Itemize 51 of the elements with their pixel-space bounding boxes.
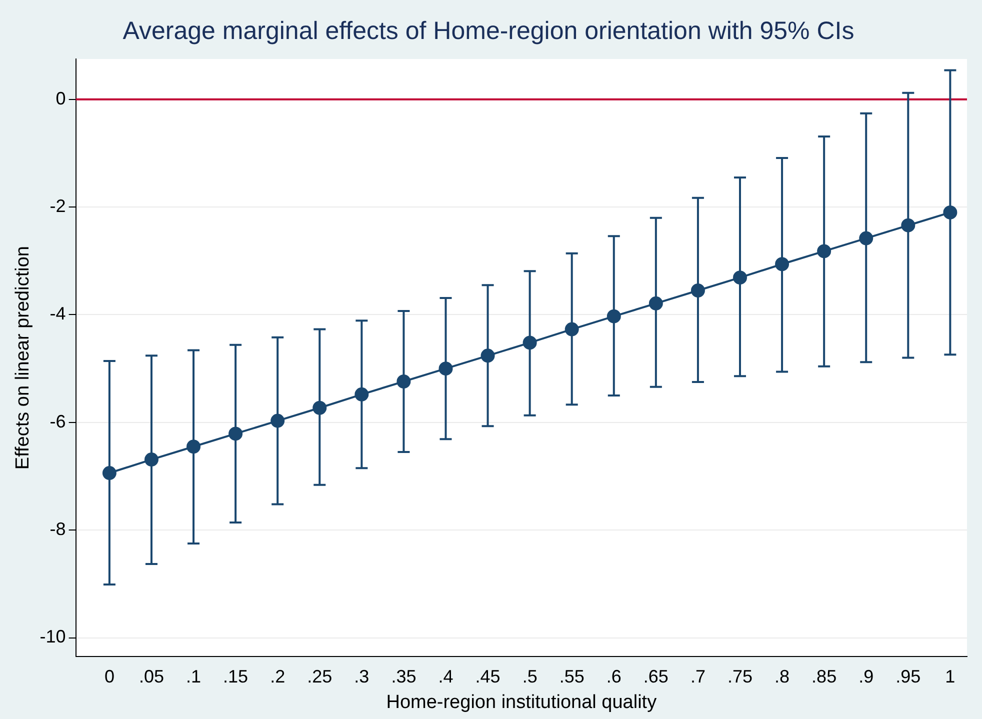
y-tick-label: 0	[56, 88, 66, 108]
x-tick-label: .15	[223, 666, 248, 686]
x-tick-label: .85	[812, 666, 837, 686]
x-tick-label: .3	[354, 666, 370, 686]
point	[901, 218, 916, 232]
x-tick-label: .9	[858, 666, 874, 686]
x-tick-label: .2	[270, 666, 286, 686]
x-tick-label: .55	[559, 666, 584, 686]
x-tick-label: .6	[606, 666, 622, 686]
point	[606, 309, 621, 324]
x-tick-label: .25	[307, 666, 332, 686]
point	[312, 400, 327, 415]
point	[943, 205, 958, 220]
x-tick-label: .45	[475, 666, 500, 686]
x-tick-label: .65	[643, 666, 668, 686]
x-tick-label: 0	[104, 666, 114, 686]
point	[480, 348, 495, 363]
point	[690, 284, 705, 298]
point	[817, 244, 832, 258]
x-tick-label: .5	[522, 666, 538, 686]
point	[733, 270, 747, 285]
point	[859, 231, 874, 246]
x-tick-label: .8	[774, 666, 790, 686]
x-tick-label: .75	[727, 666, 753, 686]
point	[102, 466, 116, 480]
y-tick-label: -8	[50, 519, 66, 540]
point	[522, 336, 537, 350]
point	[564, 322, 579, 336]
x-tick-label: .35	[391, 666, 416, 686]
point	[228, 426, 243, 441]
x-tick-label: .95	[896, 666, 921, 686]
point	[438, 362, 453, 376]
chart-title: Average marginal effects of Home-region orientation with 95% CIs	[122, 16, 854, 45]
y-tick-label: -4	[50, 304, 66, 324]
x-axis-title: Home-region institutional quality	[386, 692, 658, 713]
y-axis-title: Effects on linear prediction	[12, 246, 34, 470]
point	[270, 414, 285, 428]
y-tick-label: -10	[40, 626, 66, 647]
point	[354, 387, 369, 402]
point	[186, 440, 201, 454]
y-tick-label: -6	[50, 411, 66, 432]
x-tick-label: .4	[438, 666, 454, 686]
x-tick-label: .05	[138, 666, 164, 686]
y-tick-label: -2	[50, 196, 66, 216]
point	[144, 452, 158, 467]
x-tick-label: .1	[186, 666, 202, 686]
point	[775, 257, 790, 272]
point	[396, 374, 411, 388]
point	[648, 296, 663, 310]
x-tick-label: 1	[945, 666, 956, 686]
x-tick-label: .7	[690, 666, 706, 686]
